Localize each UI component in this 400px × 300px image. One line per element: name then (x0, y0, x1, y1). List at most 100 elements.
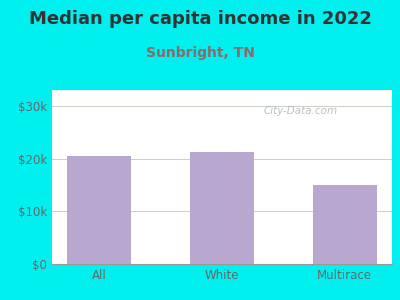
Bar (52, 90, 392, 91)
Bar (52, 90, 392, 91)
Bar (52, 91, 392, 92)
Bar (52, 90, 392, 91)
Bar (52, 90, 392, 91)
Bar (52, 91, 392, 92)
Bar (52, 90, 392, 91)
Bar (52, 90, 392, 91)
Bar (52, 91, 392, 92)
Bar (52, 90, 392, 91)
Bar (52, 90, 392, 91)
Bar (52, 91, 392, 92)
Bar (52, 90, 392, 91)
Bar (52, 90, 392, 91)
Bar (190, 152, 254, 264)
Bar (52, 91, 392, 92)
Bar (52, 90, 392, 91)
Bar (52, 90, 392, 91)
Bar (52, 91, 392, 92)
Bar (52, 90, 392, 91)
Bar (52, 90, 392, 91)
Bar (52, 90, 392, 91)
Bar (52, 90, 392, 91)
Bar (52, 90, 392, 91)
Bar (52, 90, 392, 91)
Bar (52, 90, 392, 91)
Bar (52, 90, 392, 91)
Bar (52, 91, 392, 92)
Bar (52, 90, 392, 91)
Bar (52, 90, 392, 91)
Bar (52, 90, 392, 91)
Bar (52, 91, 392, 92)
Bar (52, 91, 392, 92)
Bar (52, 91, 392, 92)
Bar (52, 91, 392, 92)
Bar (52, 91, 392, 92)
Bar (52, 91, 392, 92)
Bar (52, 90, 392, 91)
Bar (52, 91, 392, 92)
Bar (52, 90, 392, 91)
Bar (52, 91, 392, 92)
Bar (52, 90, 392, 91)
Bar (68, 156, 131, 264)
Bar (52, 90, 392, 91)
Text: City-Data.com: City-Data.com (263, 106, 337, 116)
Bar (52, 91, 392, 92)
Bar (52, 91, 392, 92)
Bar (52, 90, 392, 91)
Bar (313, 185, 376, 264)
Bar (52, 91, 392, 92)
Bar (52, 91, 392, 92)
Bar (52, 91, 392, 92)
Bar (52, 91, 392, 92)
Bar (52, 90, 392, 91)
Bar (52, 90, 392, 91)
Bar (52, 90, 392, 91)
Bar (52, 90, 392, 91)
Bar (52, 90, 392, 91)
Bar (52, 90, 392, 91)
Bar (52, 90, 392, 91)
Bar (52, 90, 392, 91)
Bar (52, 91, 392, 92)
Bar (52, 91, 392, 92)
Bar (52, 91, 392, 92)
Bar (52, 91, 392, 92)
Bar (52, 91, 392, 92)
Bar (52, 91, 392, 92)
Bar (52, 90, 392, 91)
Bar (52, 91, 392, 92)
Bar (52, 91, 392, 92)
Bar (52, 91, 392, 92)
Bar (52, 91, 392, 92)
Bar (52, 91, 392, 92)
Bar (52, 91, 392, 92)
Bar (52, 90, 392, 91)
Bar (52, 90, 392, 91)
Bar (52, 90, 392, 91)
Bar (52, 91, 392, 92)
Bar (52, 90, 392, 91)
Bar (52, 90, 392, 91)
Bar (52, 91, 392, 92)
Bar (52, 91, 392, 92)
Bar (52, 90, 392, 91)
Bar (52, 90, 392, 91)
Bar (52, 90, 392, 91)
Bar (52, 90, 392, 91)
Bar (52, 90, 392, 91)
Bar (52, 91, 392, 92)
Bar (52, 90, 392, 91)
Bar (52, 91, 392, 92)
Bar (52, 90, 392, 91)
Bar (52, 91, 392, 92)
Bar (52, 91, 392, 92)
Bar (52, 91, 392, 92)
Bar (52, 91, 392, 92)
Bar (52, 91, 392, 92)
Bar (52, 91, 392, 92)
Bar (52, 90, 392, 91)
Bar (52, 90, 392, 91)
Bar (52, 90, 392, 91)
